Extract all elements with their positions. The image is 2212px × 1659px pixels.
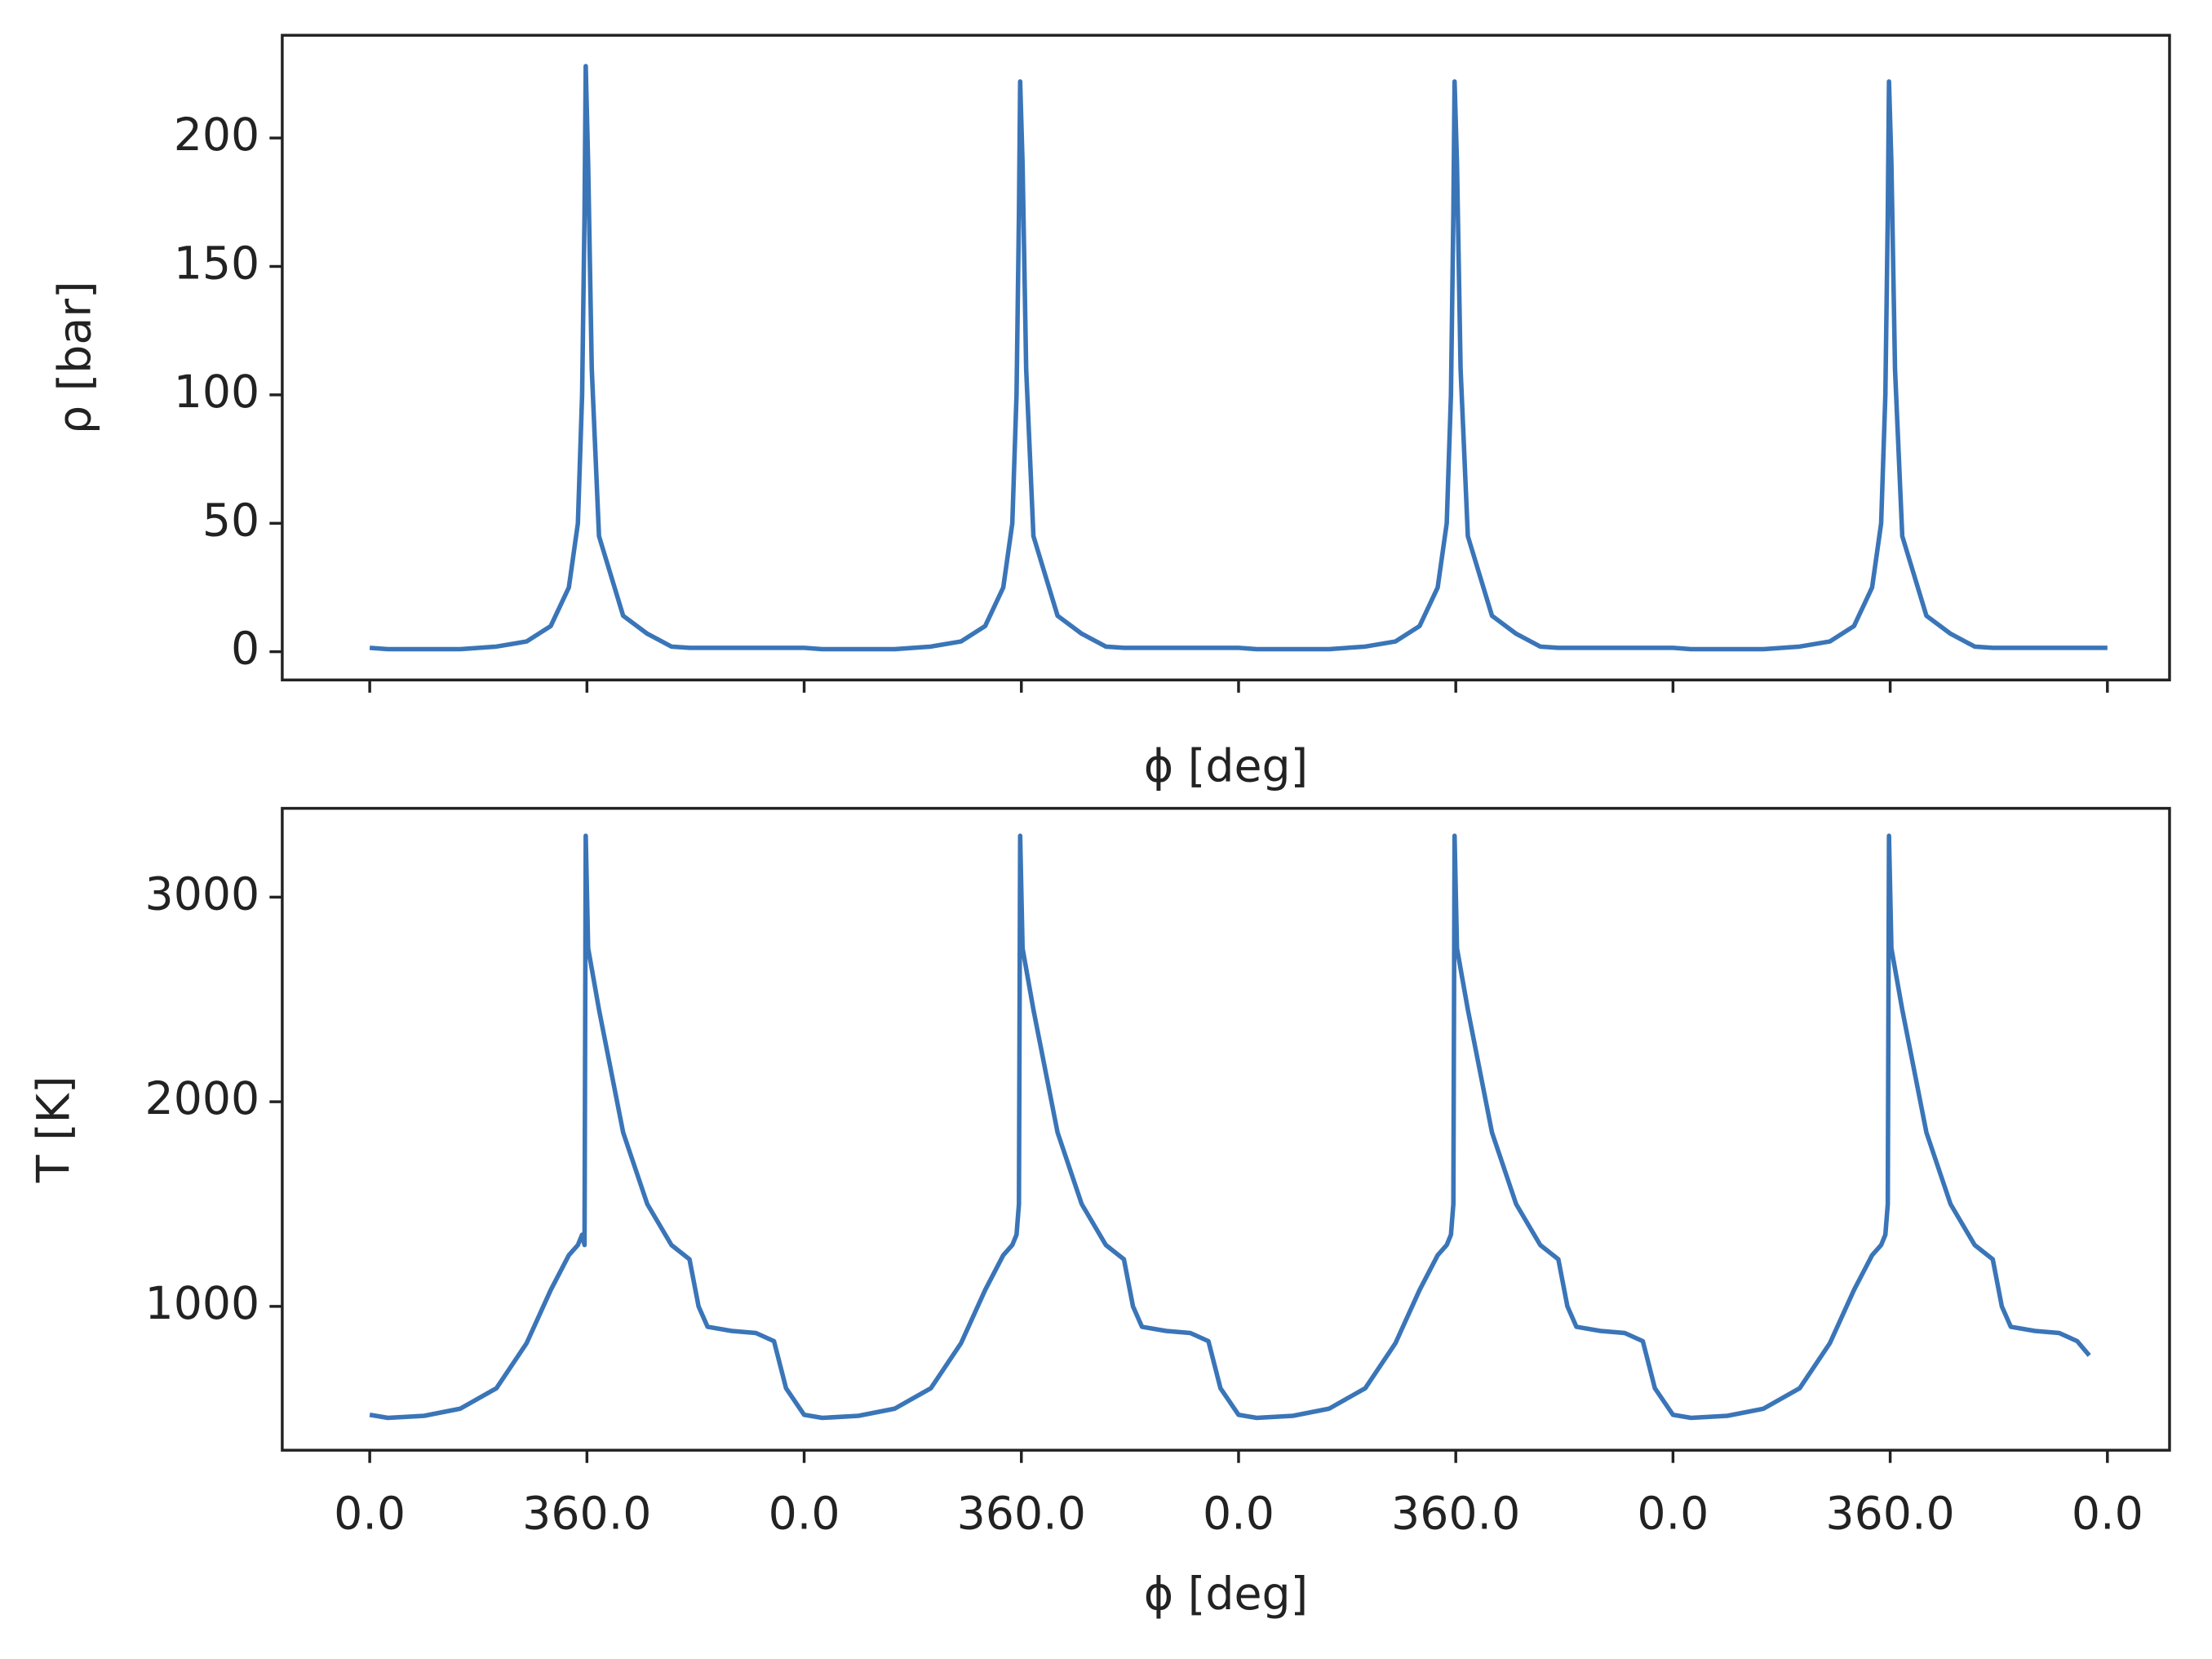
axes-frame <box>281 33 2171 681</box>
y-tick-label: 150 <box>174 238 260 291</box>
y-tick-label: 200 <box>174 109 260 162</box>
x-tick-label: 360.0 <box>522 1488 651 1541</box>
x-tick-label: 0.0 <box>334 1488 406 1541</box>
x-axis-label: ϕ [deg] <box>1144 740 1308 792</box>
x-tick-label: 0.0 <box>769 1488 840 1541</box>
x-tick-label: 0.0 <box>1203 1488 1274 1541</box>
axes-frame <box>281 806 2171 1452</box>
x-tick-label: 360.0 <box>957 1488 1086 1541</box>
y-tick-label: 100 <box>174 366 260 419</box>
y-tick-label: 2000 <box>145 1073 260 1125</box>
x-tick-label: 360.0 <box>1391 1488 1520 1541</box>
x-tick-label: 360.0 <box>1825 1488 1954 1541</box>
y-axis-label: T [K] <box>28 1076 80 1183</box>
y-tick-label: 3000 <box>145 869 260 921</box>
y-axis-label: ρ [bar] <box>49 281 101 434</box>
data-line <box>369 833 2091 1421</box>
x-axis-label: ϕ [deg] <box>1144 1568 1308 1621</box>
data-line <box>369 64 2108 652</box>
x-tick-label: 0.0 <box>2072 1488 2143 1541</box>
y-tick-label: 1000 <box>145 1278 260 1330</box>
y-tick-label: 50 <box>202 495 259 547</box>
x-tick-label: 0.0 <box>1637 1488 1709 1541</box>
y-tick-label: 0 <box>231 623 259 676</box>
